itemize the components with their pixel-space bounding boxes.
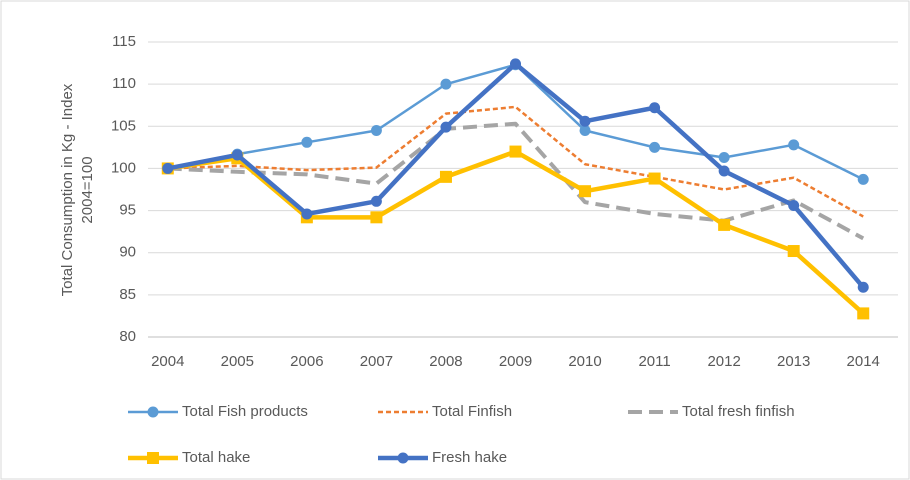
- point: [440, 78, 452, 90]
- point: [718, 151, 730, 163]
- point: [370, 125, 382, 136]
- point: [440, 121, 452, 133]
- y-tick-label: 80: [119, 328, 136, 345]
- point: [370, 211, 383, 224]
- legend-marker: [397, 452, 409, 464]
- series-line: [167, 121, 865, 241]
- point: [162, 162, 174, 174]
- point: [370, 195, 382, 207]
- point: [857, 307, 870, 320]
- legend-label: Fresh hake: [432, 449, 507, 466]
- y-tick-label: 85: [119, 286, 136, 303]
- x-tick-label: 2011: [638, 353, 670, 370]
- x-tick-label: 2014: [847, 353, 880, 370]
- point: [231, 149, 243, 161]
- x-tick-label: 2009: [499, 353, 532, 370]
- y-tick-label: 115: [112, 33, 136, 50]
- x-tick-label: 2008: [429, 353, 462, 370]
- y-tick-label: 100: [111, 159, 136, 176]
- x-tick-label: 2006: [290, 353, 323, 370]
- point: [788, 200, 800, 212]
- y-label-line: Total Consumption in Kg - Index: [59, 83, 76, 296]
- y-tick-label: 110: [112, 75, 136, 92]
- point: [301, 208, 313, 220]
- point: [718, 165, 730, 177]
- y-axis-label: Total Consumption in Kg - Index 2004=100: [59, 83, 96, 296]
- x-tick-label: 2005: [221, 353, 254, 370]
- point: [857, 281, 869, 293]
- point: [510, 58, 521, 70]
- legend-label: Total hake: [182, 449, 250, 466]
- y-tick-label: 90: [119, 244, 136, 261]
- point: [649, 102, 661, 114]
- x-tick-label: 2007: [360, 353, 393, 370]
- point: [649, 141, 661, 153]
- legend-marker: [147, 406, 159, 418]
- y-tick-label: 105: [111, 117, 136, 134]
- legend-marker: [147, 452, 159, 464]
- point: [439, 170, 452, 183]
- x-tick-label: 2010: [568, 353, 601, 370]
- legend-label: Total Finfish: [432, 403, 512, 420]
- point: [718, 218, 731, 231]
- y-label-line: 2004=100: [79, 156, 96, 223]
- point: [301, 136, 313, 148]
- point: [579, 115, 591, 127]
- point: [857, 173, 869, 185]
- point: [787, 245, 800, 258]
- point: [509, 145, 522, 158]
- point: [788, 139, 800, 151]
- legend-label: Total fresh finfish: [682, 403, 795, 420]
- point: [579, 125, 591, 136]
- series-line: [167, 105, 864, 218]
- x-tick-label: 2013: [777, 353, 810, 370]
- legend-label: Total Fish products: [182, 403, 308, 420]
- point: [579, 185, 592, 198]
- x-tick-label: 2004: [151, 353, 184, 370]
- point: [648, 172, 661, 185]
- x-tick-label: 2012: [707, 353, 740, 370]
- y-tick-label: 95: [119, 202, 136, 219]
